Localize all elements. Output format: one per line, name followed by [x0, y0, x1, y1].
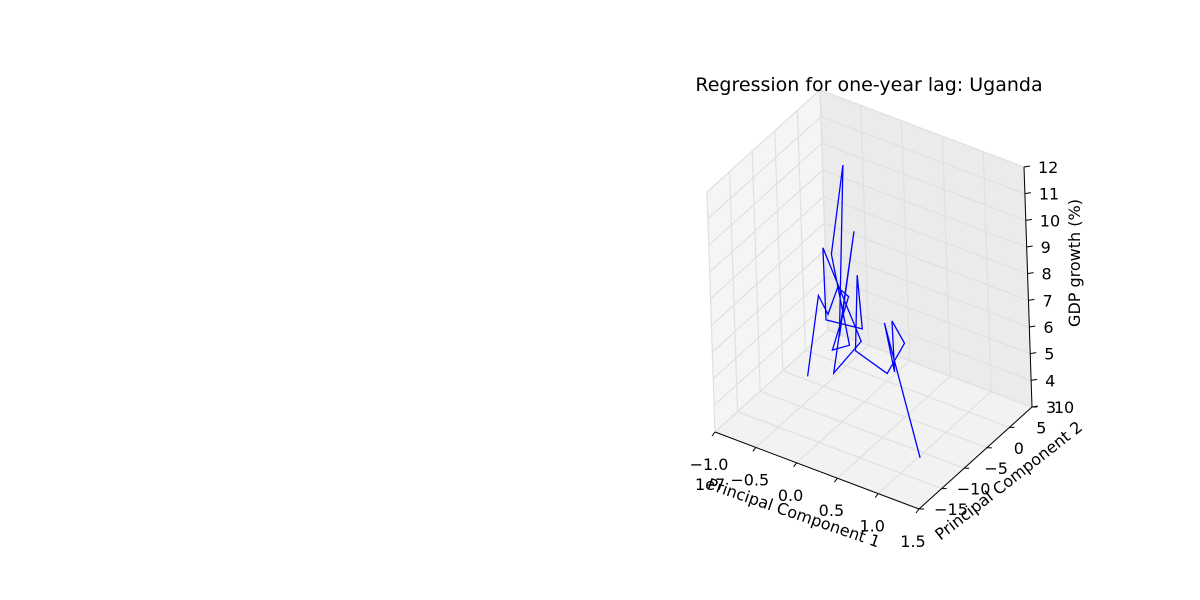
z-tick-mark: [1031, 378, 1038, 381]
z-tick-mark: [1025, 218, 1032, 221]
z-gridline: [707, 116, 1026, 220]
x-axis-offset-label: 1e7: [695, 475, 725, 494]
z-tick-mark: [1028, 298, 1035, 301]
z-tick-label: 5: [1044, 345, 1054, 364]
z-gridline: [706, 89, 1025, 193]
x-tick-mark: [834, 477, 838, 483]
z-gridline: [712, 276, 1031, 380]
z-gridline: [708, 142, 1027, 246]
x-tick-label: 1.5: [900, 532, 925, 551]
x-tick-mark: [915, 508, 920, 514]
z-tick-mark: [1030, 352, 1037, 355]
z-tick-mark: [1027, 272, 1034, 275]
y-tick-label: 5: [1036, 418, 1046, 437]
z-tick-label: 3: [1046, 398, 1056, 417]
z-gridline: [714, 329, 1033, 433]
x-tick-label: 0.0: [778, 486, 803, 505]
x-tick-mark: [793, 462, 797, 468]
z-tick-mark: [1029, 325, 1036, 328]
y-tick-label: −15: [934, 500, 968, 519]
y-tick-label: −10: [957, 480, 991, 499]
axis-lines: [714, 166, 1033, 510]
y-tick-label: 0: [1014, 439, 1024, 458]
x-tick-label: −1.0: [690, 455, 729, 474]
z-tick-mark: [1031, 405, 1039, 408]
x-axis-line: [714, 431, 920, 510]
z-tick-label: 9: [1041, 238, 1051, 257]
axis-ticks: −1.0−0.50.00.51.01.5−15−10−5051034567891…: [690, 158, 1075, 551]
x-tick-mark: [711, 431, 716, 437]
x-tick-mark: [752, 447, 757, 452]
z-tick-mark: [1024, 192, 1031, 195]
y-tick-label: 10: [1054, 398, 1074, 417]
z-tick-label: 4: [1045, 371, 1055, 390]
z-tick-label: 6: [1043, 318, 1053, 337]
y-axis-line: [918, 406, 1033, 510]
z-gridline: [711, 249, 1030, 353]
z-tick-mark: [1023, 165, 1031, 168]
series-line: [806, 165, 921, 458]
x-tick-mark: [874, 493, 879, 498]
z-tick-label: 11: [1039, 185, 1059, 204]
z-tick-label: 8: [1042, 265, 1052, 284]
z-axis-line: [1023, 166, 1033, 408]
z-gridline: [710, 196, 1028, 300]
x-tick-label: 0.5: [819, 501, 844, 520]
z-tick-label: 10: [1040, 211, 1060, 230]
z-tick-label: 12: [1038, 158, 1058, 177]
z-tick-mark: [1026, 245, 1033, 248]
x-tick-label: −0.5: [730, 470, 769, 489]
z-gridline: [709, 169, 1027, 273]
z-gridline: [713, 302, 1032, 406]
chart-title: Regression for one-year lag: Uganda: [695, 74, 1042, 96]
z-tick-label: 7: [1042, 291, 1052, 310]
z-axis-label: GDP growth (%): [1065, 199, 1084, 327]
z-gridline: [710, 222, 1029, 326]
data-series: [806, 165, 921, 458]
x-tick-label: 1.0: [859, 517, 884, 536]
y-tick-label: −5: [984, 459, 1008, 478]
